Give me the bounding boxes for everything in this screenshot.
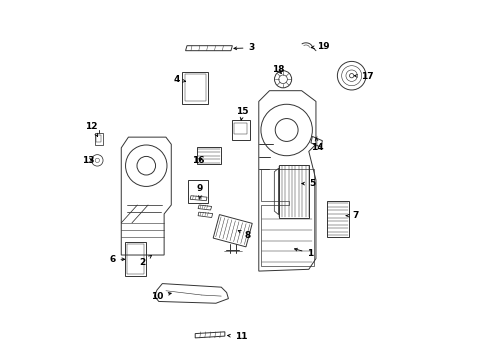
Bar <box>234 123 247 134</box>
Text: 7: 7 <box>346 211 358 220</box>
Text: 16: 16 <box>191 156 204 165</box>
Text: 5: 5 <box>301 179 315 188</box>
Bar <box>124 242 146 276</box>
Bar <box>232 120 249 140</box>
Text: 2: 2 <box>139 256 151 267</box>
Bar <box>184 74 205 102</box>
Bar <box>182 72 207 104</box>
Text: 12: 12 <box>85 122 98 136</box>
Text: 3: 3 <box>233 43 254 52</box>
Text: 8: 8 <box>238 230 251 240</box>
Bar <box>95 133 102 145</box>
Text: 10: 10 <box>150 292 171 301</box>
Text: 1: 1 <box>294 248 313 258</box>
Bar <box>127 244 144 274</box>
Text: 19: 19 <box>310 41 329 50</box>
Text: 15: 15 <box>236 107 248 120</box>
Text: 14: 14 <box>311 138 324 152</box>
Bar <box>196 147 221 164</box>
Text: 9: 9 <box>196 184 203 199</box>
Bar <box>278 165 308 218</box>
Text: 6: 6 <box>109 255 124 264</box>
Bar <box>326 202 348 237</box>
Text: 13: 13 <box>81 156 94 165</box>
Bar <box>96 135 101 143</box>
Bar <box>188 180 207 203</box>
Bar <box>213 215 252 247</box>
Text: 4: 4 <box>173 76 185 85</box>
Text: 18: 18 <box>272 66 284 75</box>
Text: 17: 17 <box>354 72 373 81</box>
Text: 11: 11 <box>227 332 246 341</box>
